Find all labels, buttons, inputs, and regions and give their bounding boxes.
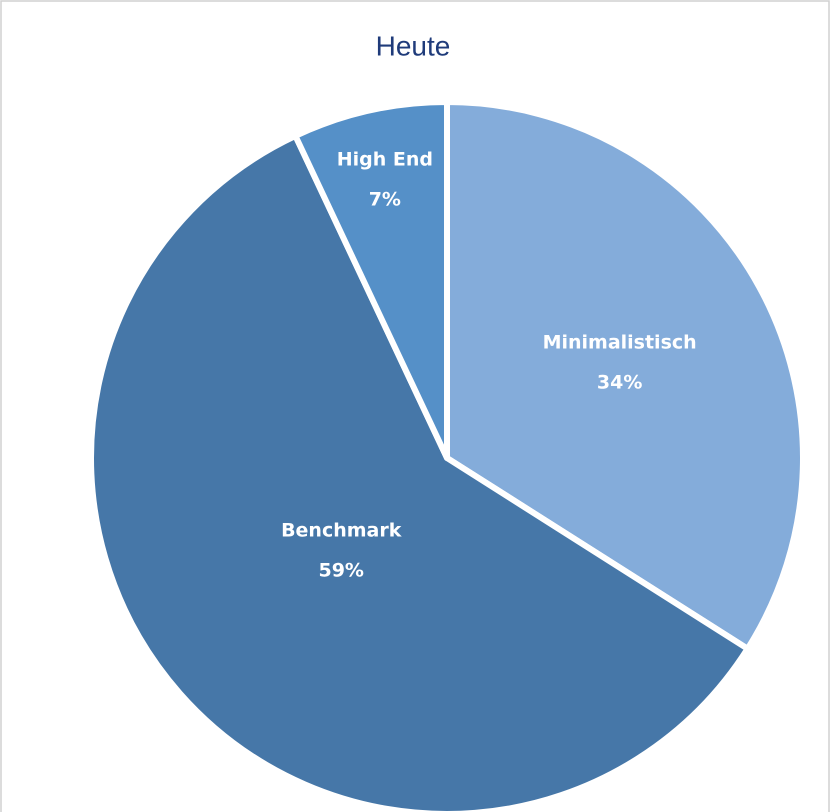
chart-title: Heute	[376, 30, 451, 61]
slice-category-label: Minimalistisch	[543, 332, 697, 354]
slice-value-label: 59%	[318, 560, 363, 582]
slice-value-label: 34%	[597, 372, 642, 394]
pie-slice	[292, 99, 450, 461]
pie-slice	[88, 132, 751, 812]
slice-category-label: Benchmark	[281, 520, 402, 542]
slice-category-label: High End	[337, 148, 433, 170]
slice-value-label: 7%	[369, 188, 401, 210]
